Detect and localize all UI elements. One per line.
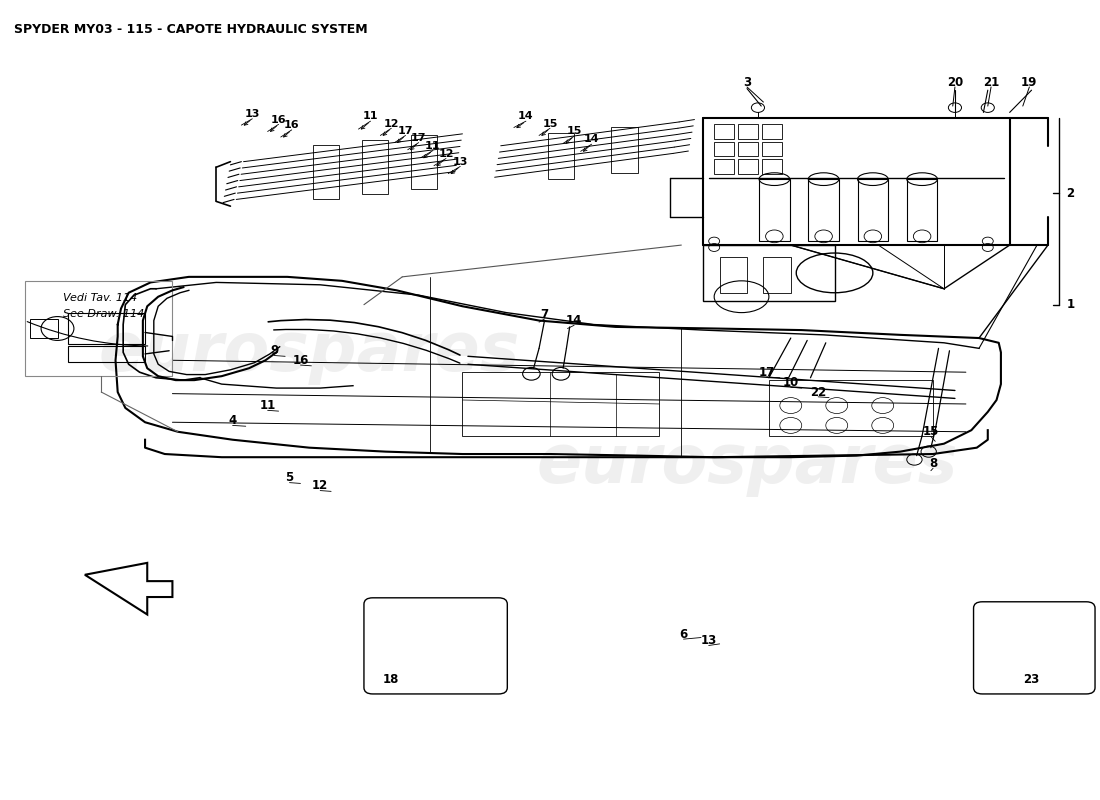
Text: 12: 12 [438, 149, 454, 158]
Text: 13: 13 [244, 109, 260, 119]
Text: 14: 14 [565, 314, 582, 327]
Text: 4: 4 [229, 414, 236, 427]
Text: 15: 15 [542, 118, 558, 129]
Bar [714, 142, 734, 156]
Text: 23: 23 [1023, 673, 1040, 686]
Bar [548, 134, 574, 179]
Bar [738, 142, 758, 156]
Bar [719, 257, 747, 293]
Text: 11: 11 [260, 399, 276, 412]
Polygon shape [85, 563, 173, 614]
Bar [808, 179, 839, 241]
Text: 2: 2 [1067, 187, 1075, 200]
Text: 5: 5 [285, 471, 294, 484]
Text: 11: 11 [425, 141, 441, 150]
Text: 19: 19 [1021, 76, 1037, 89]
Text: 21: 21 [983, 76, 999, 89]
Bar [762, 159, 782, 174]
Bar [68, 313, 145, 344]
Bar [714, 124, 734, 138]
Bar [612, 127, 638, 173]
Text: 14: 14 [518, 111, 534, 122]
Text: 1: 1 [1067, 298, 1075, 311]
FancyBboxPatch shape [974, 602, 1094, 694]
Bar [858, 179, 888, 241]
Bar [362, 140, 388, 194]
Text: 17: 17 [411, 133, 427, 143]
Text: 8: 8 [928, 457, 937, 470]
Bar [462, 372, 659, 436]
Bar [411, 135, 438, 189]
Bar [762, 124, 782, 138]
Bar [68, 346, 145, 362]
Text: 13: 13 [452, 157, 468, 166]
Text: 22: 22 [810, 386, 826, 398]
Bar [395, 625, 430, 674]
Bar [763, 257, 791, 293]
Text: 17: 17 [759, 366, 774, 378]
Bar [759, 179, 790, 241]
Text: 16: 16 [293, 354, 309, 366]
Bar [30, 319, 57, 338]
Text: SPYDER MY03 - 115 - CAPOTE HYDRAULIC SYSTEM: SPYDER MY03 - 115 - CAPOTE HYDRAULIC SYS… [13, 22, 367, 36]
Bar [714, 159, 734, 174]
Text: Vedi Tav. 114: Vedi Tav. 114 [63, 294, 138, 303]
Text: 16: 16 [284, 120, 299, 130]
Bar [24, 281, 173, 376]
Text: 17: 17 [398, 126, 414, 136]
Text: 10: 10 [783, 376, 799, 389]
Bar [762, 142, 782, 156]
Text: 18: 18 [383, 673, 399, 686]
FancyBboxPatch shape [364, 598, 507, 694]
Text: 12: 12 [384, 118, 399, 129]
Text: 11: 11 [363, 111, 378, 122]
Text: See Draw. 114: See Draw. 114 [63, 309, 144, 319]
Bar [703, 245, 835, 301]
Bar [906, 179, 937, 241]
Text: 16: 16 [271, 114, 286, 125]
Bar [738, 159, 758, 174]
Bar [738, 124, 758, 138]
Text: 3: 3 [742, 76, 751, 89]
Bar [769, 380, 933, 436]
Text: eurospares: eurospares [99, 319, 520, 386]
Text: 7: 7 [540, 308, 549, 321]
Text: 14: 14 [584, 134, 600, 145]
Text: 9: 9 [271, 344, 278, 358]
Text: 15: 15 [566, 126, 582, 137]
Text: 13: 13 [701, 634, 717, 647]
Text: 12: 12 [312, 479, 328, 492]
Bar [312, 146, 339, 199]
Text: 6: 6 [680, 628, 688, 641]
Text: 20: 20 [947, 76, 964, 89]
Text: 15: 15 [923, 426, 939, 438]
Bar [397, 664, 412, 672]
Text: eurospares: eurospares [537, 430, 958, 497]
